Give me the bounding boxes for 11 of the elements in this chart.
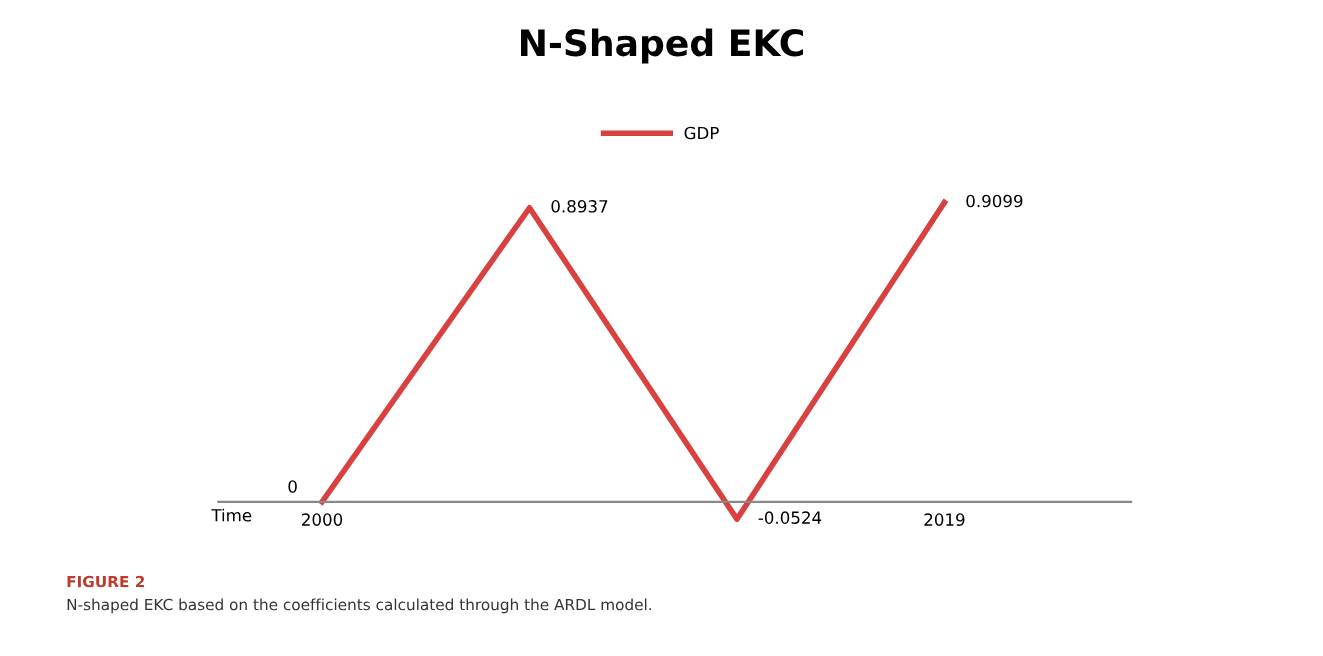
data-label: 0 (288, 480, 297, 493)
x-tick-label: 2019 (924, 513, 965, 526)
x-tick-label: 2000 (302, 513, 343, 526)
x-axis-title: Time (211, 508, 252, 522)
text: N-shaped EKC based on the coefficients calculated through the ARDL model. (67, 598, 651, 614)
data-label: 0.8937 (551, 200, 608, 213)
chart-title: N-Shaped EKC (521, 28, 803, 64)
legend-label: GDP (684, 126, 719, 140)
caption: FIGURE 2 (67, 575, 145, 588)
data-label: 0.9099 (966, 194, 1023, 208)
data-label: -0.0524 (758, 511, 822, 524)
